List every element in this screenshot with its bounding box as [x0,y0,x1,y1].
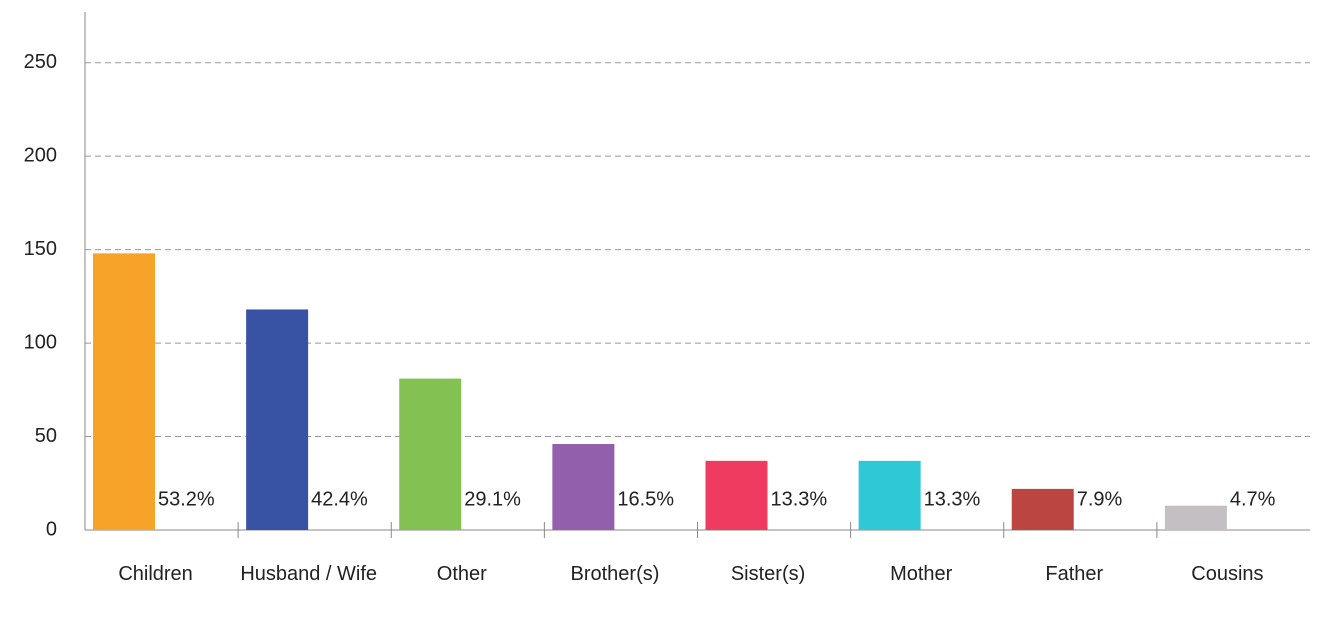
data-label: 42.4% [311,488,368,510]
x-tick-label: Husband / Wife [240,563,378,585]
bar [552,444,615,530]
data-label: 7.9% [1077,488,1123,510]
bar [858,460,921,530]
x-tick-label: Sister(s) [730,563,806,585]
data-label: 29.1% [464,488,521,510]
bar [1164,505,1227,530]
bar [705,460,768,530]
x-tick-label: Father [1045,563,1104,585]
y-tick-label: 50 [35,425,57,447]
data-label: 16.5% [617,488,674,510]
x-tick-label: Cousins [1191,563,1264,585]
x-tick-label: Other [436,563,487,585]
y-tick-label: 0 [46,518,57,540]
data-label: 4.7% [1230,488,1276,510]
data-label: 13.3% [771,488,828,510]
x-tick-label: Children [118,563,193,585]
data-label: 13.3% [924,488,981,510]
y-tick-label: 200 [24,144,57,166]
bar [246,309,309,530]
bar [93,253,155,530]
y-tick-label: 250 [24,51,57,73]
y-tick-label: 150 [24,238,57,260]
x-tick-label: Mother [890,563,953,585]
x-tick-label: Brother(s) [570,563,660,585]
y-tick-label: 100 [24,331,57,353]
bar [399,378,462,530]
data-label: 53.2% [158,488,215,510]
bar [1011,488,1074,530]
